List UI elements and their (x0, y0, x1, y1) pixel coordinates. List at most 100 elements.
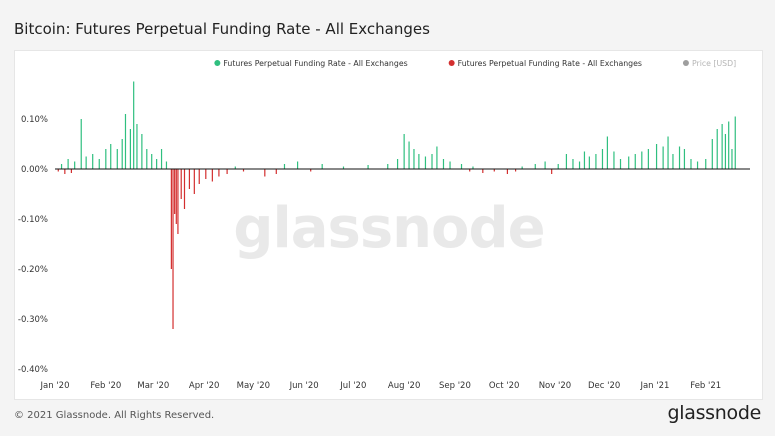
y-tick-label: -0.30% (18, 315, 48, 325)
bar-positive (98, 159, 100, 169)
bar-negative (506, 169, 509, 174)
bar-positive (418, 154, 420, 169)
bar-positive (690, 159, 692, 169)
bar-positive (342, 166, 345, 169)
chart-title: Bitcoin: Futures Perpetual Funding Rate … (14, 20, 430, 38)
bar-positive (133, 81, 135, 169)
bar-positive (92, 154, 94, 169)
x-tick-label: May '20 (237, 381, 270, 391)
glassnode-logo: glassnode (667, 402, 762, 424)
bar-positive (583, 151, 586, 169)
bar-positive (141, 134, 143, 169)
bar-positive (634, 154, 636, 169)
bar-positive (672, 154, 674, 169)
chart-legend: Futures Perpetual Funding Rate - All Exc… (214, 59, 736, 68)
bar-positive (283, 164, 286, 169)
x-tick-label: Aug '20 (388, 381, 420, 391)
x-tick-label: Mar '20 (137, 381, 169, 391)
bar-negative (183, 169, 186, 209)
y-tick-label: 0.10% (21, 115, 48, 125)
bar-positive (521, 166, 523, 169)
funding-rate-chart: glassnode Futures Perpetual Funding Rate… (18, 59, 750, 391)
bar-positive (678, 146, 681, 169)
bar-negative (188, 169, 191, 189)
bar-negative (551, 169, 553, 174)
bar-positive (572, 159, 574, 169)
bar-positive (413, 149, 415, 169)
bar-positive (80, 119, 82, 169)
copyright-text: © 2021 Glassnode. All Rights Reserved. (14, 410, 215, 421)
bar-negative (211, 169, 213, 182)
bar-negative (174, 169, 176, 214)
legend-item[interactable]: Futures Perpetual Funding Rate - All Exc… (214, 59, 408, 68)
bar-positive (683, 149, 686, 169)
bar-positive (613, 151, 615, 169)
bar-positive (595, 154, 597, 169)
bar-positive (67, 159, 69, 169)
bar-positive (460, 164, 463, 169)
legend-dot-icon (682, 60, 689, 66)
bar-positive (449, 161, 451, 169)
bar-negative (515, 169, 517, 172)
bar-negative (180, 169, 182, 199)
x-tick-label: Sep '20 (439, 381, 471, 391)
y-tick-label: -0.20% (18, 265, 48, 275)
bar-positive (85, 156, 87, 169)
legend-dot-icon (448, 60, 455, 66)
bar-negative (493, 169, 495, 172)
bar-positive (667, 136, 669, 169)
bar-positive (716, 129, 718, 169)
bar-positive (641, 151, 643, 169)
bar-negative (177, 169, 179, 234)
bar-positive (234, 166, 236, 169)
bar-negative (170, 169, 172, 269)
bar-negative (218, 169, 220, 177)
bar-positive (403, 134, 405, 169)
bar-negative (198, 169, 200, 184)
bar-positive (606, 136, 608, 169)
bar-positive (436, 146, 438, 169)
bar-positive (711, 139, 713, 169)
y-tick-label: -0.10% (18, 215, 48, 225)
bar-positive (662, 146, 664, 169)
bar-positive (116, 149, 118, 169)
bar-positive (396, 159, 399, 169)
bar-positive (408, 141, 410, 169)
bar-positive (734, 116, 736, 169)
legend-dot-icon (214, 60, 221, 66)
y-axis: 0.10% 0.00% -0.10% -0.20% -0.30% -0.40% (18, 115, 48, 375)
legend-item[interactable]: Futures Perpetual Funding Rate - All Exc… (448, 59, 642, 68)
x-tick-label: Feb '21 (690, 381, 721, 391)
bar-negative (205, 169, 207, 179)
bar-positive (160, 149, 163, 169)
x-tick-label: Jan '21 (639, 381, 669, 391)
bar-positive (721, 124, 723, 169)
bar-negative (193, 169, 195, 194)
y-tick-label: -0.40% (18, 365, 48, 375)
watermark-text: glassnode (233, 196, 544, 261)
bar-positive (565, 154, 568, 169)
bar-negative (275, 169, 277, 174)
bar-positive (655, 144, 658, 169)
bar-positive (424, 156, 427, 169)
legend-label: Price [USD] (692, 59, 736, 68)
bar-negative (57, 169, 59, 172)
bar-positive (121, 139, 123, 169)
bar-negative (310, 169, 312, 172)
bar-positive (705, 159, 707, 169)
x-tick-label: Jan '20 (40, 381, 70, 391)
bar-positive (534, 164, 536, 169)
bar-positive (105, 149, 107, 169)
bar-positive (578, 161, 581, 169)
bar-negative (482, 169, 484, 173)
x-tick-label: Oct '20 (489, 381, 520, 391)
bar-positive (110, 144, 112, 169)
bar-negative (469, 169, 471, 172)
bar-positive (60, 164, 63, 169)
x-tick-label: Apr '20 (189, 381, 220, 391)
bar-positive (151, 154, 153, 169)
bar-positive (124, 114, 127, 169)
bar-positive (431, 154, 433, 169)
watermark-layer: glassnode (233, 196, 545, 261)
legend-item[interactable]: Price [USD] (682, 59, 736, 68)
